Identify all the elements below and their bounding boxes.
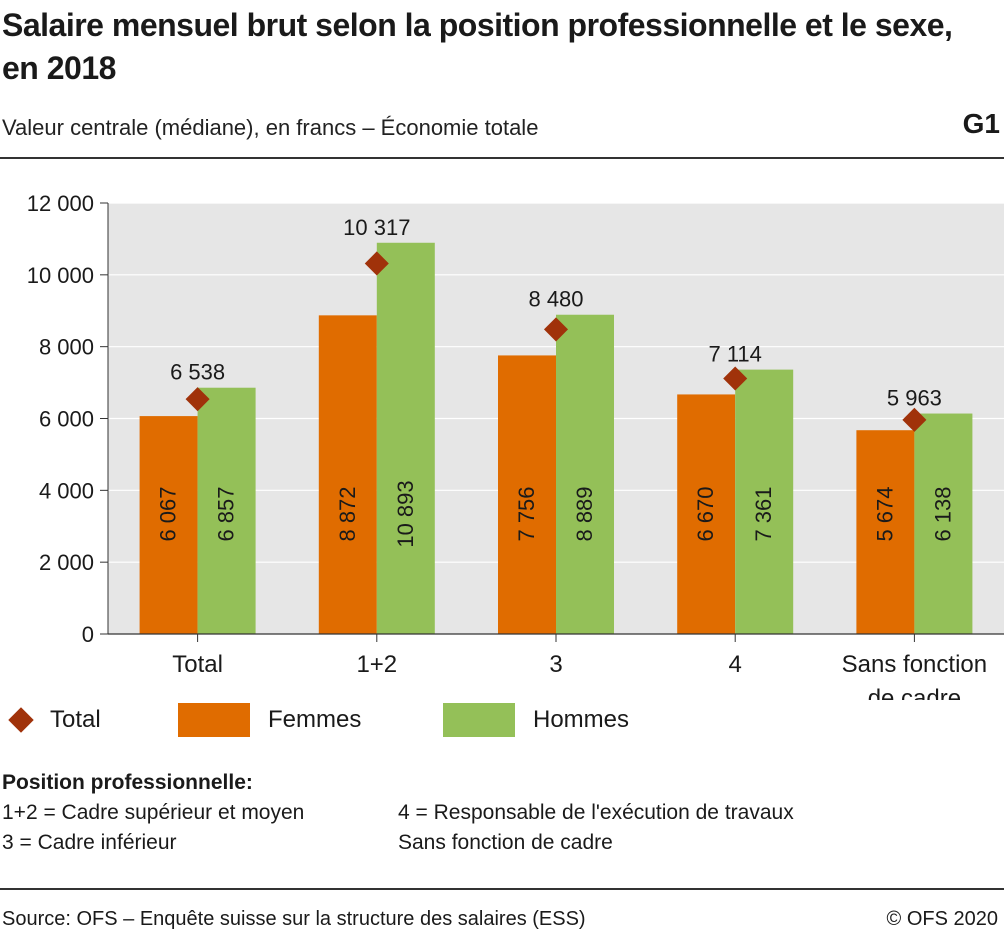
bar-value-label: 8 872 xyxy=(335,486,360,541)
y-tick-label: 4 000 xyxy=(39,478,94,503)
bar-value-label: 8 889 xyxy=(572,486,597,541)
notes-block: Position professionnelle: 1+2 = Cadre su… xyxy=(2,768,1002,854)
total-value-label: 8 480 xyxy=(528,287,583,312)
bar-femmes xyxy=(318,315,377,634)
legend-total-diamond-icon xyxy=(8,707,34,733)
x-tick-label: Total xyxy=(172,651,223,678)
total-marker xyxy=(364,251,389,276)
bar-value-label: 6 138 xyxy=(930,486,955,541)
y-tick-label: 10 000 xyxy=(27,263,94,288)
bar-value-label: 5 674 xyxy=(872,486,897,541)
total-value-label: 10 317 xyxy=(343,215,410,240)
bar-femmes xyxy=(856,430,915,634)
bar-value-label: 7 756 xyxy=(514,486,539,541)
bar-value-label: 6 670 xyxy=(693,486,718,541)
legend-total-label: Total xyxy=(50,706,101,733)
y-tick-label: 0 xyxy=(82,622,94,647)
bar-hommes xyxy=(556,314,614,634)
notes-title: Position professionnelle: xyxy=(2,771,253,794)
note-item: Sans fonction de cadre xyxy=(398,831,613,854)
bar-hommes xyxy=(197,387,256,634)
chart-legend: Total Femmes Hommes xyxy=(0,698,1004,742)
note-item: 4 = Responsable de l'exécution de travau… xyxy=(398,801,794,824)
bar-femmes xyxy=(677,394,736,634)
bar-femmes xyxy=(498,355,556,634)
figure-number: G1 xyxy=(962,108,1000,139)
total-value-label: 6 538 xyxy=(170,360,225,385)
bar-hommes xyxy=(735,369,794,634)
note-item: 1+2 = Cadre supérieur et moyen xyxy=(2,801,305,824)
y-tick-label: 2 000 xyxy=(39,550,94,575)
source-note: Source: OFS – Enquête suisse sur la stru… xyxy=(2,908,586,930)
x-tick-label: de cadre xyxy=(868,685,961,700)
bar-femmes xyxy=(139,416,198,634)
legend-femmes-swatch xyxy=(178,703,250,737)
x-tick-label: 3 xyxy=(549,651,562,678)
chart-title: Salaire mensuel brut selon la position p… xyxy=(2,7,953,86)
bar-value-label: 7 361 xyxy=(751,486,776,541)
bar-hommes xyxy=(376,242,435,634)
top-divider xyxy=(0,157,1004,159)
bar-value-label: 6 857 xyxy=(214,486,239,541)
y-tick-label: 6 000 xyxy=(39,407,94,432)
bar-value-label: 10 893 xyxy=(393,480,418,547)
legend-femmes-label: Femmes xyxy=(268,706,362,733)
legend-item-femmes: Femmes xyxy=(178,698,361,742)
legend-item-total: Total xyxy=(6,698,101,742)
x-tick-label: 1+2 xyxy=(356,651,397,678)
legend-hommes-label: Hommes xyxy=(533,706,630,733)
legend-hommes-swatch xyxy=(443,703,515,737)
note-item: 3 = Cadre inférieur xyxy=(2,831,177,854)
total-value-label: 7 114 xyxy=(708,342,761,367)
chart-subtitle: Valeur centrale (médiane), en francs – É… xyxy=(2,115,539,140)
x-tick-label: 4 xyxy=(729,651,742,678)
legend-item-hommes: Hommes xyxy=(443,698,629,742)
y-tick-label: 12 000 xyxy=(27,191,94,216)
bar-hommes xyxy=(914,413,973,634)
y-tick-label: 8 000 xyxy=(39,335,94,360)
bar-value-label: 6 067 xyxy=(156,486,181,541)
total-value-label: 5 963 xyxy=(887,386,942,411)
copyright-note: © OFS 2020 xyxy=(886,908,998,930)
x-tick-label: Sans fonction xyxy=(842,651,987,678)
bottom-divider xyxy=(0,888,1004,890)
bar-chart: 0 2 000 4 000 6 000 8 000 10 000 12 000 6 067 6 … xyxy=(27,191,1004,700)
